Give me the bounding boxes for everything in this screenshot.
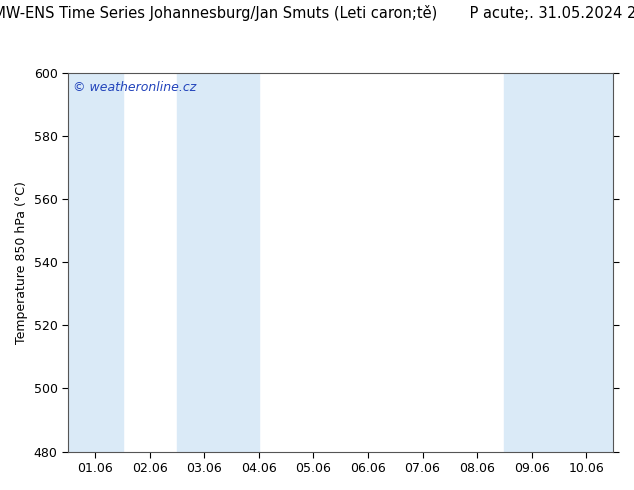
Bar <box>586 73 614 452</box>
Text: © weatheronline.cz: © weatheronline.cz <box>74 81 197 94</box>
Y-axis label: Temperature 850 hPa (°C): Temperature 850 hPa (°C) <box>15 181 28 344</box>
Text: ECMW-ENS Time Series Johannesburg/Jan Smuts (Leti caron;tě)       P acute;. 31.0: ECMW-ENS Time Series Johannesburg/Jan Sm… <box>0 5 634 21</box>
Bar <box>505 73 586 452</box>
Bar <box>177 73 259 452</box>
Bar <box>68 73 122 452</box>
